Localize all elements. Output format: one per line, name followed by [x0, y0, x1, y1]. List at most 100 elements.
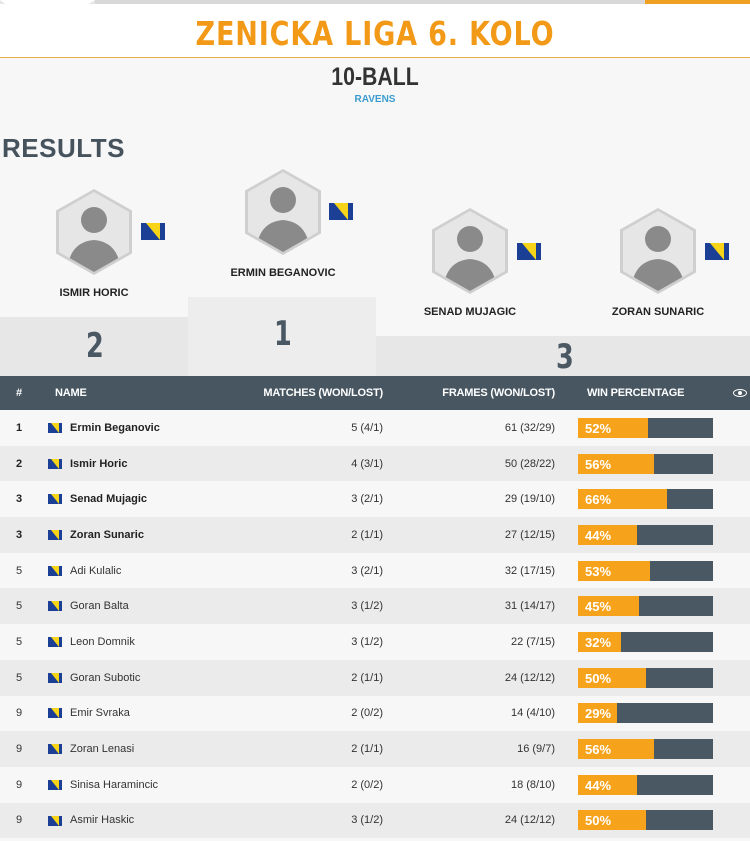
venue-link[interactable]: RAVENS — [354, 94, 396, 105]
row-win: 44% — [557, 767, 750, 803]
table-row[interactable]: 2 Ismir Horic 4 (3/1) 50 (28/22) 56% — [0, 445, 750, 482]
table-row[interactable]: 3 Senad Mujagic 3 (2/1) 29 (19/10) 66% — [0, 481, 750, 518]
win-percentage-fill — [578, 703, 618, 724]
win-percentage-bar: 32% — [578, 631, 713, 652]
avatar — [245, 169, 321, 255]
table-row[interactable]: 5 Goran Subotic 2 (1/1) 24 (12/12) 50% — [0, 659, 750, 696]
row-player-name[interactable]: Zoran Sunaric — [70, 528, 144, 541]
avatar — [432, 208, 508, 294]
flag-icon — [48, 672, 62, 683]
table-row[interactable]: 9 Zoran Lenasi 2 (1/1) 16 (9/7) 56% — [0, 731, 750, 767]
win-percentage-bar: 56% — [578, 739, 713, 760]
row-frames: 18 (8/10) — [510, 778, 555, 791]
col-header-rank[interactable]: # — [16, 387, 22, 399]
win-percentage-bar: 44% — [578, 774, 713, 795]
row-win: 50% — [557, 803, 750, 839]
podium-first-step — [188, 297, 376, 377]
podium-third-step — [376, 336, 750, 377]
flag-icon — [48, 708, 62, 719]
row-win: 45% — [557, 588, 750, 624]
row-win: 50% — [557, 660, 750, 696]
flag-icon — [48, 779, 62, 790]
top-bar — [0, 0, 750, 4]
row-matches: 5 (4/1) — [351, 421, 383, 434]
col-header-win[interactable]: WIN PERCENTAGE — [557, 376, 750, 410]
discipline-header: 10-BALL RAVENS — [0, 60, 750, 120]
podium-rank-third: 3 — [555, 337, 574, 377]
win-percentage-label: 44% — [585, 527, 612, 543]
table-row[interactable]: 5 Adi Kulalic 3 (2/1) 32 (17/15) 53% — [0, 552, 750, 589]
table-row[interactable]: 5 Goran Balta 3 (1/2) 31 (14/17) 45% — [0, 588, 750, 625]
row-player-name[interactable]: Zoran Lenasi — [70, 743, 135, 756]
win-percentage-fill — [578, 739, 654, 760]
flag-icon — [48, 530, 62, 540]
table-row[interactable]: 9 Emir Svraka 2 (0/2) 14 (4/10) 29% — [0, 695, 750, 732]
podium-player-first[interactable]: ERMIN BEGANOVIC — [203, 169, 363, 279]
row-win: 56% — [557, 446, 750, 482]
row-matches: 3 (1/2) — [351, 814, 383, 827]
row-win: 44% — [557, 517, 750, 553]
flag-icon — [705, 243, 729, 260]
row-matches: 3 (2/1) — [351, 493, 383, 506]
row-win: 53% — [557, 553, 750, 589]
flag-icon — [48, 422, 62, 433]
row-player-name[interactable]: Adi Kulalic — [70, 564, 122, 577]
win-percentage-bar: 52% — [578, 417, 713, 438]
flag-icon — [48, 565, 62, 576]
podium-player-third-b[interactable]: ZORAN SUNARIC — [578, 208, 738, 318]
podium-player-third-a[interactable]: SENAD MUJAGIC — [390, 208, 550, 318]
podium-second-step — [0, 317, 188, 377]
win-percentage-label: 44% — [585, 777, 612, 793]
avatar — [56, 189, 132, 275]
win-percentage-fill — [578, 560, 650, 581]
table-row[interactable]: 5 Leon Domnik 3 (1/2) 22 (7/15) 32% — [0, 624, 750, 660]
row-rank: 5 — [16, 671, 23, 684]
row-matches: 3 (1/2) — [351, 635, 383, 648]
win-percentage-fill — [578, 453, 654, 474]
row-player-name[interactable]: Ismir Horic — [70, 457, 128, 470]
win-percentage-label: 45% — [585, 599, 612, 615]
table-header-row: # NAME MATCHES (WON/LOST) FRAMES (WON/LO… — [0, 376, 750, 410]
row-player-name[interactable]: Leon Domnik — [70, 635, 135, 648]
row-rank: 3 — [16, 528, 23, 541]
row-player-name[interactable]: Sinisa Haramincic — [70, 778, 159, 791]
win-percentage-bar: 56% — [578, 453, 713, 474]
col-header-name[interactable]: NAME — [55, 387, 87, 399]
row-player-name[interactable]: Emir Svraka — [70, 707, 130, 720]
row-matches: 4 (3/1) — [351, 457, 383, 470]
row-player: Asmir Haskic — [40, 803, 255, 839]
row-player-name[interactable]: Senad Mujagic — [70, 493, 148, 506]
row-frames: 24 (12/12) — [504, 671, 555, 684]
row-player: Senad Mujagic — [40, 481, 255, 517]
win-percentage-bar: 50% — [578, 810, 713, 831]
row-rank: 5 — [16, 600, 23, 613]
row-player-name[interactable]: Goran Balta — [70, 600, 129, 613]
discipline-name: 10-BALL — [331, 63, 419, 91]
row-player: Sinisa Haramincic — [40, 767, 255, 803]
flag-icon — [48, 494, 62, 505]
row-rank: 5 — [16, 635, 23, 648]
eye-icon[interactable] — [733, 389, 748, 398]
row-player: Zoran Sunaric — [40, 517, 255, 553]
col-header-frames[interactable]: FRAMES (WON/LOST) — [442, 387, 555, 399]
flag-icon — [48, 637, 62, 648]
event-title: ZENICKA LIGA 6. KOLO — [195, 14, 555, 53]
row-player-name[interactable]: Asmir Haskic — [70, 814, 135, 827]
win-percentage-fill — [578, 489, 668, 510]
flag-icon — [141, 223, 165, 240]
row-player: Ismir Horic — [40, 446, 255, 482]
row-player: Goran Subotic — [40, 660, 255, 696]
table-row[interactable]: 9 Asmir Haskic 3 (1/2) 24 (12/12) 50% — [0, 802, 750, 839]
table-row[interactable]: 1 Ermin Beganovic 5 (4/1) 61 (32/29) 52% — [0, 410, 750, 446]
podium-player-second[interactable]: ISMIR HORIC — [14, 189, 174, 299]
table-row[interactable]: 3 Zoran Sunaric 2 (1/1) 27 (12/15) 44% — [0, 517, 750, 553]
row-player-name[interactable]: Ermin Beganovic — [70, 421, 160, 434]
row-player-name[interactable]: Goran Subotic — [70, 671, 141, 684]
win-percentage-fill — [578, 774, 638, 795]
col-header-matches[interactable]: MATCHES (WON/LOST) — [263, 387, 383, 399]
flag-icon — [48, 458, 62, 469]
row-win: 52% — [557, 410, 750, 446]
table-row[interactable]: 9 Sinisa Haramincic 2 (0/2) 18 (8/10) 44% — [0, 766, 750, 803]
podium-player-name: ERMIN BEGANOVIC — [230, 267, 336, 279]
row-frames: 29 (19/10) — [504, 493, 555, 506]
